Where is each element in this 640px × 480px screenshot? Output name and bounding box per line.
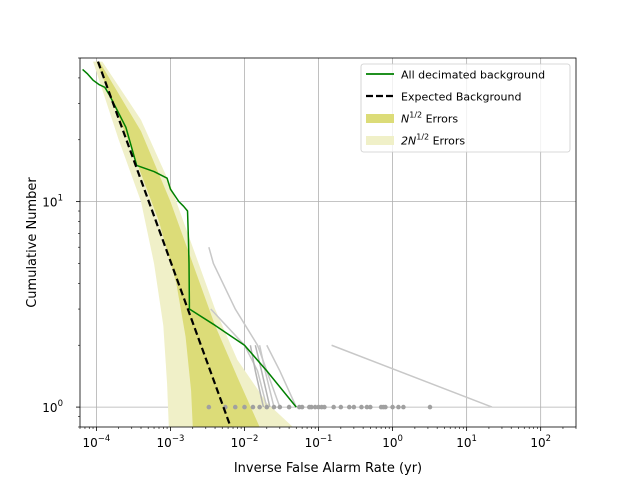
x-tick-label-4: 100 bbox=[382, 434, 403, 450]
legend-label-band1: N1/2 Errors bbox=[401, 111, 458, 126]
gray-trace-3 bbox=[254, 345, 271, 408]
gray-trace-4 bbox=[258, 345, 275, 408]
gray-point-24 bbox=[368, 404, 373, 410]
ticks: 10−4 10−3 10−2 10−1 100 101 102 100 101 bbox=[42, 57, 577, 450]
legend-box bbox=[360, 63, 571, 153]
gray-point-3 bbox=[242, 404, 247, 410]
legend-label-background: All decimated background bbox=[401, 69, 545, 82]
x-tick-label-6: 102 bbox=[530, 434, 551, 450]
gray-point-14 bbox=[312, 404, 318, 410]
expected-background-line bbox=[96, 61, 232, 427]
x-tick-label-5: 101 bbox=[456, 434, 477, 450]
y-axis-label: Cumulative Number bbox=[25, 177, 40, 308]
gray-point-31 bbox=[427, 404, 433, 410]
x-tick-label-1: 10−3 bbox=[157, 434, 185, 450]
gray-point-19 bbox=[338, 404, 344, 410]
gray-point-23 bbox=[364, 404, 370, 410]
y-tick-label-1: 101 bbox=[42, 194, 63, 210]
gray-point-2 bbox=[232, 404, 238, 410]
gray-trace-0 bbox=[208, 246, 281, 408]
gray-point-9 bbox=[286, 404, 292, 410]
legend-swatch-band1 bbox=[366, 114, 394, 123]
legend-label-expected: Expected Background bbox=[401, 91, 521, 104]
legend: All decimated background Expected Backgro… bbox=[360, 63, 571, 153]
gray-point-28 bbox=[390, 404, 395, 410]
gray-point-5 bbox=[257, 404, 262, 410]
gray-point-13 bbox=[309, 404, 314, 410]
gray-trace-6 bbox=[331, 344, 493, 408]
gray-point-18 bbox=[331, 404, 336, 410]
legend-swatch-band2 bbox=[366, 136, 394, 145]
gray-point-21 bbox=[351, 404, 357, 410]
gray-point-0 bbox=[206, 404, 212, 410]
legend-entry-background: All decimated background bbox=[366, 69, 545, 82]
legend-label-band2: 2N1/2 Errors bbox=[401, 133, 465, 148]
gray-point-6 bbox=[264, 404, 270, 410]
gray-point-8 bbox=[277, 404, 283, 410]
y-tick-label-0: 100 bbox=[42, 399, 63, 415]
gray-point-7 bbox=[271, 404, 277, 410]
gray-trace-5 bbox=[266, 344, 297, 408]
plot-area bbox=[82, 61, 493, 427]
gray-point-30 bbox=[401, 404, 406, 410]
gray-point-17 bbox=[322, 404, 327, 410]
x-tick-label-0: 10−4 bbox=[83, 434, 111, 450]
gray-point-27 bbox=[383, 404, 388, 410]
legend-entry-expected: Expected Background bbox=[366, 91, 521, 104]
gray-trace-1 bbox=[210, 308, 268, 408]
axes-frame bbox=[79, 57, 577, 428]
x-tick-label-2: 10−2 bbox=[231, 434, 259, 450]
legend-entry-band2: 2N1/2 Errors bbox=[366, 133, 465, 148]
x-axis-label: Inverse False Alarm Rate (yr) bbox=[234, 461, 422, 476]
gray-point-11 bbox=[299, 404, 305, 410]
legend-entry-band1: N1/2 Errors bbox=[366, 111, 458, 126]
gray-point-4 bbox=[250, 404, 256, 410]
gray-point-20 bbox=[346, 404, 352, 410]
gray-point-29 bbox=[396, 404, 401, 410]
background-series-line bbox=[82, 68, 297, 408]
x-tick-label-3: 10−1 bbox=[305, 434, 333, 450]
gray-point-22 bbox=[359, 404, 364, 410]
band-1sigma bbox=[96, 61, 260, 427]
